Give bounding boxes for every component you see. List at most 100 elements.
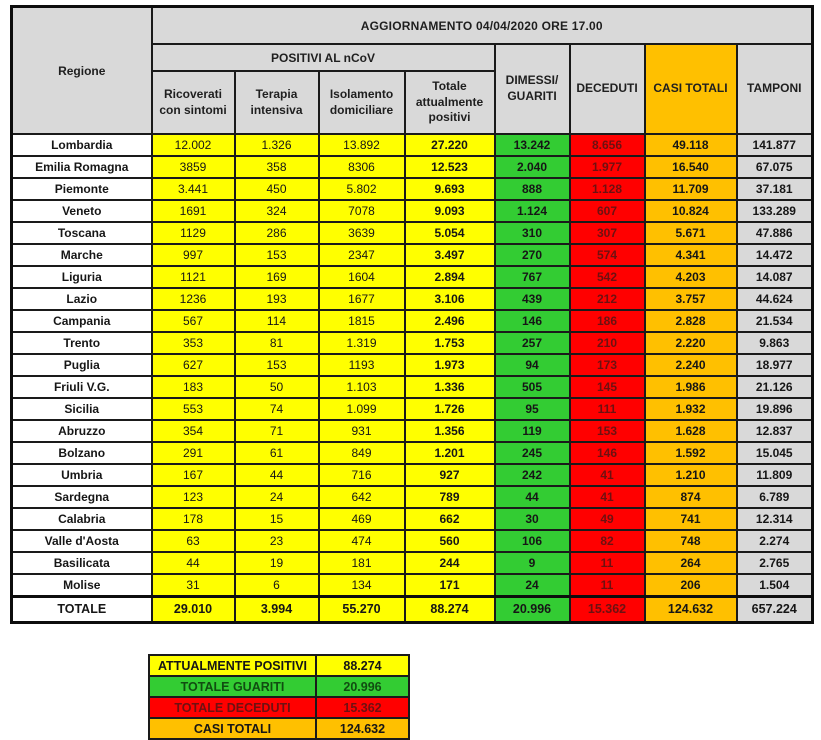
legend-label: TOTALE GUARITI bbox=[148, 675, 317, 698]
cell-ricoverati: 178 bbox=[150, 507, 236, 531]
cell-totale-positivi: 927 bbox=[403, 463, 496, 487]
cell-isolamento: 5.802 bbox=[317, 177, 406, 201]
cell-tamponi: 12.314 bbox=[735, 507, 814, 531]
table-row: Molise 31 6 134 171 24 11 206 1.504 bbox=[10, 573, 814, 598]
cell-tamponi: 67.075 bbox=[735, 155, 814, 179]
cell-region: Lombardia bbox=[10, 133, 153, 157]
cell-terapia-intensiva: 153 bbox=[233, 243, 320, 267]
table-row: Bolzano 291 61 849 1.201 245 146 1.592 15.045 bbox=[10, 441, 814, 465]
cell-isolamento: 716 bbox=[317, 463, 406, 487]
cell-tamponi: 47.886 bbox=[735, 221, 814, 245]
cell-ricoverati: 291 bbox=[150, 441, 236, 465]
cell-ricoverati: 1129 bbox=[150, 221, 236, 245]
cell-totale-positivi: 560 bbox=[403, 529, 496, 553]
table-row: Trento 353 81 1.319 1.753 257 210 2.220 9.863 bbox=[10, 331, 814, 355]
cell-deceduti: 607 bbox=[568, 199, 646, 223]
cell-deceduti: 111 bbox=[568, 397, 646, 421]
cell-deceduti: 212 bbox=[568, 287, 646, 311]
cell-region: Campania bbox=[10, 309, 153, 333]
table-row: Veneto 1691 324 7078 9.093 1.124 607 10.824 133.… bbox=[10, 199, 814, 223]
cell-terapia-intensiva: 19 bbox=[233, 551, 320, 575]
cell-tamponi: 9.863 bbox=[735, 331, 814, 355]
cell-dimessi-guariti: 1.124 bbox=[493, 199, 571, 223]
cell-tamponi: 6.789 bbox=[735, 485, 814, 509]
table-row: Marche 997 153 2347 3.497 270 574 4.341 14.472 bbox=[10, 243, 814, 267]
cell-ricoverati: 3.441 bbox=[150, 177, 236, 201]
table-row: Valle d'Aosta 63 23 474 560 106 82 748 2.274 bbox=[10, 529, 814, 553]
cell-casi-totali: 2.220 bbox=[643, 331, 738, 355]
cell-ricoverati: 63 bbox=[150, 529, 236, 553]
cell-ricoverati: 123 bbox=[150, 485, 236, 509]
cell-casi-totali: 49.118 bbox=[643, 133, 738, 157]
total-casi-totali: 124.632 bbox=[643, 595, 738, 624]
cell-terapia-intensiva: 23 bbox=[233, 529, 320, 553]
cell-casi-totali: 1.210 bbox=[643, 463, 738, 487]
header-positivi-group: POSITIVI AL nCoV bbox=[150, 43, 496, 72]
cell-dimessi-guariti: 9 bbox=[493, 551, 571, 575]
cell-terapia-intensiva: 74 bbox=[233, 397, 320, 421]
cell-terapia-intensiva: 358 bbox=[233, 155, 320, 179]
cell-deceduti: 173 bbox=[568, 353, 646, 377]
cell-ricoverati: 354 bbox=[150, 419, 236, 443]
table-row: Toscana 1129 286 3639 5.054 310 307 5.671 47.886 bbox=[10, 221, 814, 245]
cell-dimessi-guariti: 505 bbox=[493, 375, 571, 399]
cell-casi-totali: 3.757 bbox=[643, 287, 738, 311]
table-header: Regione AGGIORNAMENTO 04/04/2020 ORE 17.… bbox=[10, 5, 814, 135]
legend-label: ATTUALMENTE POSITIVI bbox=[148, 654, 317, 677]
cell-isolamento: 931 bbox=[317, 419, 406, 443]
legend-value: 15.362 bbox=[315, 696, 410, 719]
cell-terapia-intensiva: 1.326 bbox=[233, 133, 320, 157]
cell-terapia-intensiva: 193 bbox=[233, 287, 320, 311]
total-dimessi-guariti: 20.996 bbox=[493, 595, 571, 624]
cell-casi-totali: 741 bbox=[643, 507, 738, 531]
cell-dimessi-guariti: 2.040 bbox=[493, 155, 571, 179]
cell-totale-positivi: 9.693 bbox=[403, 177, 496, 201]
cell-isolamento: 8306 bbox=[317, 155, 406, 179]
cell-tamponi: 37.181 bbox=[735, 177, 814, 201]
cell-region: Abruzzo bbox=[10, 419, 153, 443]
cell-terapia-intensiva: 286 bbox=[233, 221, 320, 245]
cell-ricoverati: 997 bbox=[150, 243, 236, 267]
total-isolamento: 55.270 bbox=[317, 595, 406, 624]
cell-terapia-intensiva: 324 bbox=[233, 199, 320, 223]
cell-dimessi-guariti: 95 bbox=[493, 397, 571, 421]
cell-tamponi: 44.624 bbox=[735, 287, 814, 311]
cell-dimessi-guariti: 94 bbox=[493, 353, 571, 377]
table-row: Sardegna 123 24 642 789 44 41 874 6.789 bbox=[10, 485, 814, 509]
cell-isolamento: 849 bbox=[317, 441, 406, 465]
cell-totale-positivi: 12.523 bbox=[403, 155, 496, 179]
cell-casi-totali: 748 bbox=[643, 529, 738, 553]
cell-casi-totali: 5.671 bbox=[643, 221, 738, 245]
cell-isolamento: 1193 bbox=[317, 353, 406, 377]
table-row: Emilia Romagna 3859 358 8306 12.523 2.040 1.97… bbox=[10, 155, 814, 179]
table-row: Basilicata 44 19 181 244 9 11 264 2.765 bbox=[10, 551, 814, 575]
cell-isolamento: 181 bbox=[317, 551, 406, 575]
cell-ricoverati: 353 bbox=[150, 331, 236, 355]
cell-totale-positivi: 1.726 bbox=[403, 397, 496, 421]
cell-deceduti: 11 bbox=[568, 573, 646, 598]
total-label: TOTALE bbox=[10, 595, 153, 624]
cell-tamponi: 12.837 bbox=[735, 419, 814, 443]
cell-dimessi-guariti: 13.242 bbox=[493, 133, 571, 157]
cell-isolamento: 1.103 bbox=[317, 375, 406, 399]
cell-dimessi-guariti: 30 bbox=[493, 507, 571, 531]
cell-isolamento: 2347 bbox=[317, 243, 406, 267]
cell-terapia-intensiva: 81 bbox=[233, 331, 320, 355]
cell-dimessi-guariti: 767 bbox=[493, 265, 571, 289]
cell-ricoverati: 3859 bbox=[150, 155, 236, 179]
cell-totale-positivi: 3.106 bbox=[403, 287, 496, 311]
cell-region: Puglia bbox=[10, 353, 153, 377]
header-dimessi-guariti: DIMESSI/ GUARITI bbox=[493, 43, 571, 135]
cell-tamponi: 21.534 bbox=[735, 309, 814, 333]
cell-totale-positivi: 1.973 bbox=[403, 353, 496, 377]
cell-region: Bolzano bbox=[10, 441, 153, 465]
cell-region: Sicilia bbox=[10, 397, 153, 421]
legend-value: 88.274 bbox=[315, 654, 410, 677]
cell-ricoverati: 183 bbox=[150, 375, 236, 399]
cell-totale-positivi: 789 bbox=[403, 485, 496, 509]
cell-dimessi-guariti: 245 bbox=[493, 441, 571, 465]
legend-row-casi-totali: CASI TOTALI 124.632 bbox=[148, 717, 410, 740]
cell-terapia-intensiva: 6 bbox=[233, 573, 320, 598]
cell-totale-positivi: 2.894 bbox=[403, 265, 496, 289]
covid-region-table: Regione AGGIORNAMENTO 04/04/2020 ORE 17.… bbox=[10, 5, 814, 624]
